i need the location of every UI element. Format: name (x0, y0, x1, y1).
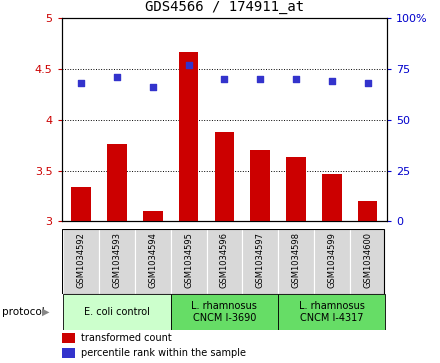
Text: GSM1034592: GSM1034592 (77, 232, 86, 288)
Bar (215, 132, 234, 221)
Bar (314, 229, 350, 294)
Bar (322, 174, 341, 221)
Point (221, 76, 228, 82)
Bar (63, 294, 171, 330)
Text: GSM1034593: GSM1034593 (113, 232, 121, 288)
Bar (206, 229, 242, 294)
Text: protocol: protocol (2, 307, 45, 317)
Bar (179, 52, 198, 221)
Point (328, 78, 335, 84)
Bar (171, 229, 206, 294)
Text: L. rhamnosus
CNCM I-3690: L. rhamnosus CNCM I-3690 (191, 301, 257, 323)
Text: transformed count: transformed count (81, 334, 172, 343)
Bar (250, 150, 270, 221)
Text: E. coli control: E. coli control (84, 307, 150, 317)
Bar (286, 158, 306, 221)
Title: GDS4566 / 174911_at: GDS4566 / 174911_at (145, 0, 304, 15)
Bar (242, 229, 278, 294)
Bar (63, 229, 99, 294)
Bar (71, 187, 91, 221)
Point (149, 84, 156, 90)
Point (78, 80, 85, 86)
Point (364, 80, 371, 86)
Bar (358, 201, 378, 221)
Text: L. rhamnosus
CNCM I-4317: L. rhamnosus CNCM I-4317 (299, 301, 365, 323)
Text: GSM1034596: GSM1034596 (220, 232, 229, 288)
Bar (62, 348, 75, 358)
Text: GSM1034599: GSM1034599 (327, 232, 336, 288)
Point (257, 76, 264, 82)
Point (293, 76, 300, 82)
Text: ▶: ▶ (42, 307, 50, 317)
Bar (62, 333, 75, 343)
Text: GSM1034595: GSM1034595 (184, 232, 193, 288)
Bar (99, 229, 135, 294)
Point (114, 74, 121, 80)
Bar (107, 144, 127, 221)
Bar (278, 229, 314, 294)
Bar (278, 294, 385, 330)
Text: GSM1034594: GSM1034594 (148, 232, 158, 288)
Bar (135, 229, 171, 294)
Text: percentile rank within the sample: percentile rank within the sample (81, 348, 246, 358)
Text: GSM1034598: GSM1034598 (291, 232, 301, 288)
Bar (350, 229, 385, 294)
Bar (143, 211, 163, 221)
Bar (171, 294, 278, 330)
Point (185, 62, 192, 68)
Text: GSM1034597: GSM1034597 (256, 232, 265, 288)
Text: GSM1034600: GSM1034600 (363, 232, 372, 288)
